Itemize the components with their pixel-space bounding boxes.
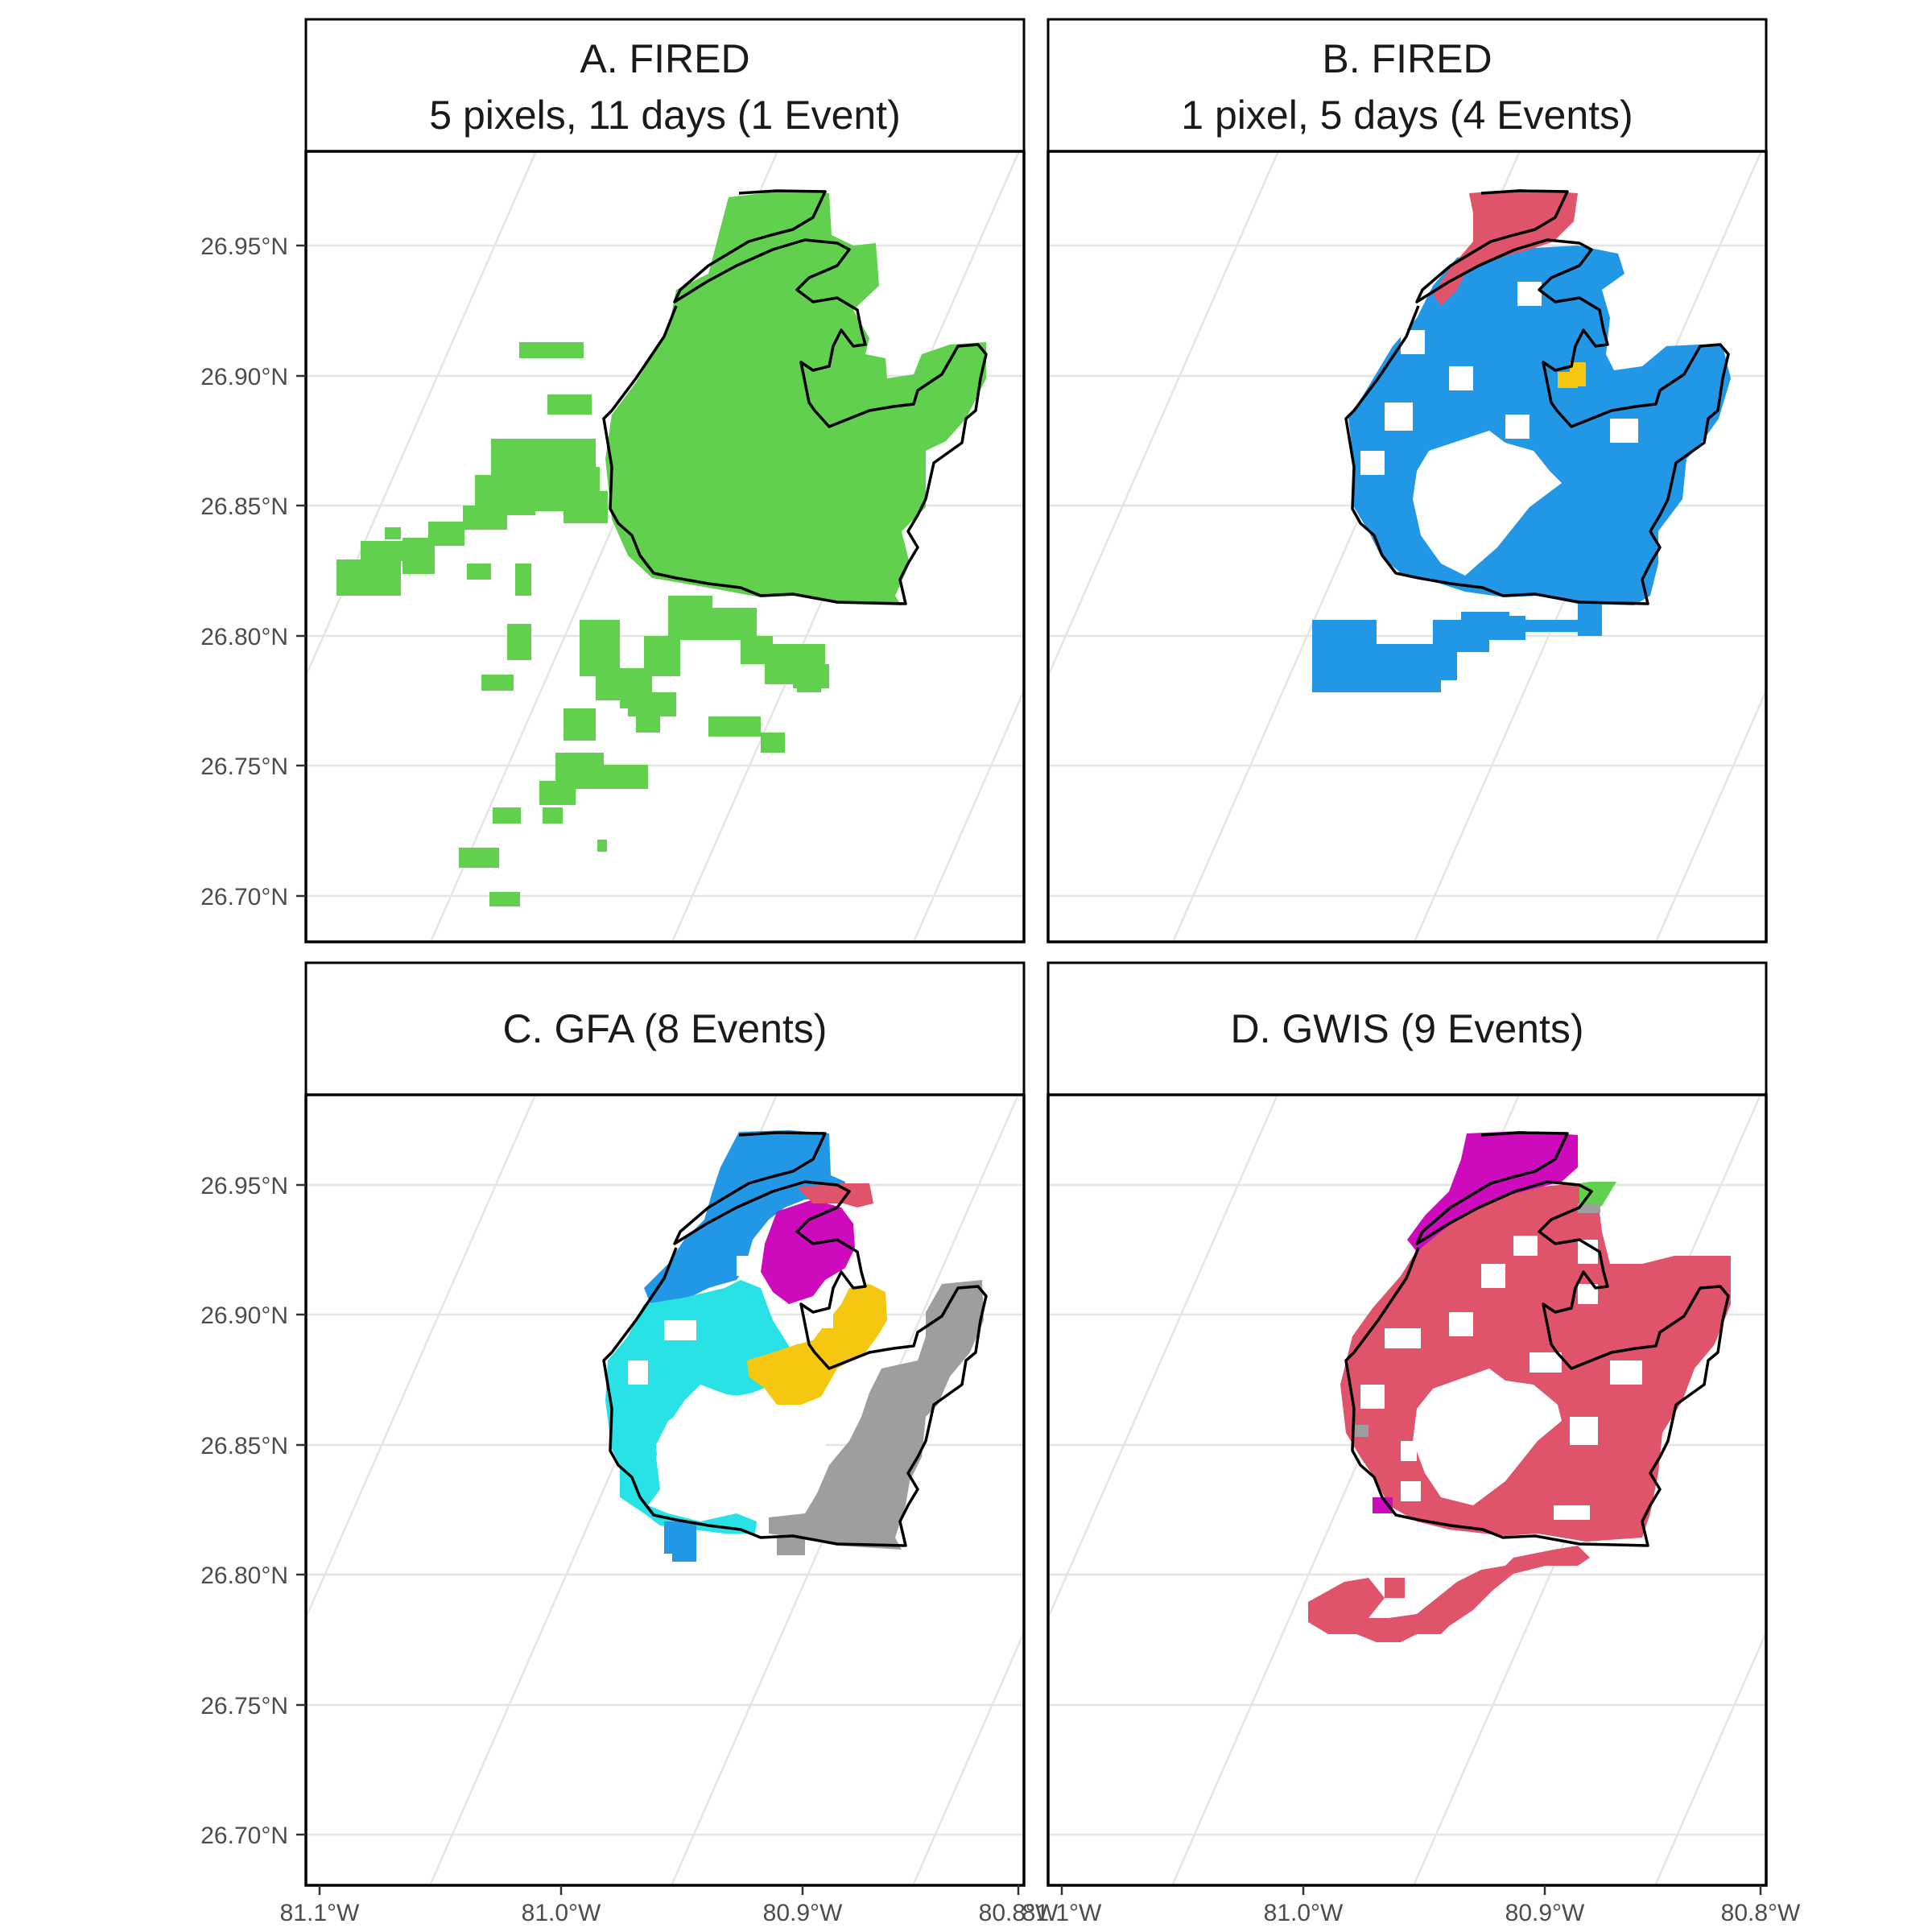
panel-d-title: D. GWIS (9 Events) [1231,1006,1584,1051]
panel-a-burned-area [336,192,986,906]
panel-d-strip [1046,961,1768,1096]
lat-tick-label: 26.75°N [200,753,288,780]
panel-d-holes [1360,1236,1642,1520]
lat-axis-top [296,244,306,898]
panel-b-strip [1046,18,1768,153]
panel-b-map [1048,153,1766,942]
panel-c-map [306,1096,1024,1885]
panel-d-frame [1046,1093,1768,1887]
lon-axis [318,1885,1762,1895]
panel-a-perimeter [602,189,988,605]
lat-tick-label: 26.70°N [200,1823,288,1849]
panel-b-frame [1046,150,1768,943]
panel-b-burned-area [1312,189,1731,692]
lon-tick-label: 80.8°W [979,1900,1059,1926]
lat-axis-bottom [296,1183,306,1836]
panel-c-perimeter [602,1131,988,1547]
panel-d: D. GWIS (9 Events) [1046,961,1768,1887]
panel-b-title-line1: B. FIRED [1322,36,1492,81]
lat-tick-label: 26.95°N [200,1173,288,1199]
lat-tick-label: 26.80°N [200,624,288,650]
lat-tick-label: 26.90°N [200,364,288,390]
lat-tick-label: 26.90°N [200,1302,288,1329]
lat-tick-label: 26.80°N [200,1563,288,1589]
lon-tick-label: 80.9°W [763,1900,843,1926]
panel-b: B. FIRED 1 pixel, 5 days (4 Events) [1046,18,1768,943]
lon-tick-label: 80.8°W [1721,1900,1801,1926]
panel-a-title-line2: 5 pixels, 11 days (1 Event) [429,93,900,138]
panel-a-strip [304,18,1026,153]
panel-c-strip [304,961,1026,1096]
panel-b-perimeter [1344,189,1730,605]
panel-c-frame [304,1093,1026,1887]
panel-b-holes [1360,282,1638,576]
panel-a-map [306,153,1024,942]
panel-a-frame [304,150,1026,943]
lat-tick-label: 26.95°N [200,233,288,260]
lat-tick-label: 26.75°N [200,1693,288,1719]
panel-c-title: C. GFA (8 Events) [503,1006,828,1051]
lat-tick-label: 26.85°N [200,493,288,520]
lon-tick-label: 80.9°W [1505,1900,1585,1926]
lon-tick-label: 81.0°W [522,1900,601,1926]
panel-d-perimeter [1344,1131,1730,1547]
lat-tick-label: 26.70°N [200,884,288,910]
panel-c-burned-area [605,1130,984,1562]
panel-a: A. FIRED 5 pixels, 11 days (1 Event) [304,18,1026,943]
lon-tick-label: 81.1°W [1022,1900,1102,1926]
lon-tick-label: 81.0°W [1264,1900,1344,1926]
panel-c: C. GFA (8 Events) [304,961,1026,1887]
lat-tick-label: 26.85°N [200,1433,288,1459]
panel-a-title-line1: A. FIRED [580,36,749,81]
panel-d-map [1048,1096,1766,1885]
panel-b-title-line2: 1 pixel, 5 days (4 Events) [1181,93,1633,138]
lon-tick-label: 81.1°W [280,1900,360,1926]
